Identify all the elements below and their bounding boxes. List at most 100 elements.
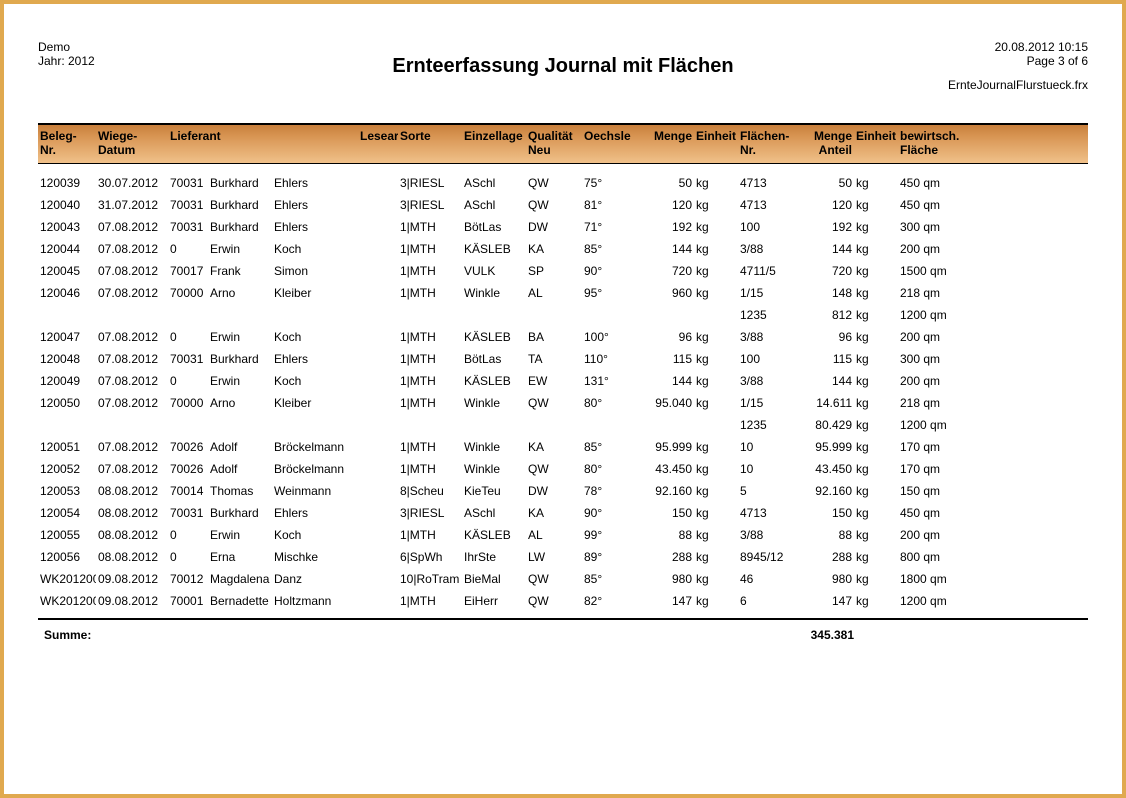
cell-menge: 43.450 (634, 462, 694, 476)
cell-einheit: kg (694, 462, 738, 476)
cell-liefnr: 70031 (168, 220, 208, 234)
cell-flnr: 3/88 (738, 242, 798, 256)
cell-oechsle: 110° (582, 352, 634, 366)
cell-menge: 147 (634, 594, 694, 608)
cell-mengeAnteil: 720 (798, 264, 854, 278)
cell-flnr: 4713 (738, 176, 798, 190)
cell-ln: Ehlers (272, 506, 358, 520)
cell-mengeAnteil: 288 (798, 550, 854, 564)
cell-mengeAnteil: 43.450 (798, 462, 854, 476)
cell-qual: EW (526, 374, 582, 388)
cell-datum: 07.08.2012 (96, 396, 168, 410)
cell-flaeche: 200 qm (898, 242, 972, 256)
cell-einzel: EiHerr (462, 594, 526, 608)
cell-einheit: kg (694, 506, 738, 520)
cell-beleg (38, 308, 96, 322)
col-lieferant: Lieferant (168, 129, 358, 157)
cell-qual: QW (526, 594, 582, 608)
cell-einheit2: kg (854, 286, 898, 300)
cell-datum: 09.08.2012 (96, 594, 168, 608)
cell-sorte: 10|RoTram (398, 572, 462, 586)
cell-beleg: 120039 (38, 176, 96, 190)
cell-qual: AL (526, 528, 582, 542)
cell-flaeche: 300 qm (898, 220, 972, 234)
cell-fn: Magdalena (208, 572, 272, 586)
cell-liefnr: 0 (168, 242, 208, 256)
cell-leseart (358, 484, 398, 498)
cell-leseart (358, 550, 398, 564)
cell-einheit2: kg (854, 198, 898, 212)
cell-ln: Ehlers (272, 198, 358, 212)
cell-einheit2: kg (854, 506, 898, 520)
cell-datum: 31.07.2012 (96, 198, 168, 212)
cell-beleg: WK20120002 (38, 594, 96, 608)
cell-einheit: kg (694, 396, 738, 410)
cell-einheit2: kg (854, 330, 898, 344)
cell-menge: 88 (634, 528, 694, 542)
cell-oechsle: 99° (582, 528, 634, 542)
cell-datum: 07.08.2012 (96, 220, 168, 234)
cell-sorte: 1|MTH (398, 594, 462, 608)
cell-ln: Simon (272, 264, 358, 278)
cell-liefnr: 70000 (168, 286, 208, 300)
cell-sorte: 1|MTH (398, 286, 462, 300)
cell-flaeche: 450 qm (898, 176, 972, 190)
cell-flnr: 1235 (738, 418, 798, 432)
cell-flnr: 4713 (738, 198, 798, 212)
cell-einzel: ASchl (462, 506, 526, 520)
cell-einzel: Winkle (462, 396, 526, 410)
cell-leseart (358, 418, 398, 432)
cell-flaeche: 1200 qm (898, 308, 972, 322)
cell-datum: 07.08.2012 (96, 264, 168, 278)
cell-fn: Adolf (208, 440, 272, 454)
cell-fn: Burkhard (208, 352, 272, 366)
cell-ln: Kleiber (272, 396, 358, 410)
cell-einheit2: kg (854, 308, 898, 322)
cell-leseart (358, 308, 398, 322)
table-row: 12004807.08.201270031BurkhardEhlers1|MTH… (38, 348, 1088, 370)
table-row: 12003930.07.201270031BurkhardEhlers3|RIE… (38, 172, 1088, 194)
cell-liefnr: 70031 (168, 198, 208, 212)
cell-oechsle: 95° (582, 286, 634, 300)
cell-beleg: 120043 (38, 220, 96, 234)
cell-menge: 95.999 (634, 440, 694, 454)
cell-einzel: Winkle (462, 440, 526, 454)
cell-einheit: kg (694, 528, 738, 542)
cell-einheit2: kg (854, 264, 898, 278)
cell-einheit2: kg (854, 484, 898, 498)
cell-flnr: 1/15 (738, 286, 798, 300)
cell-flnr: 3/88 (738, 330, 798, 344)
cell-menge: 192 (634, 220, 694, 234)
cell-ln: Koch (272, 528, 358, 542)
cell-menge (634, 418, 694, 432)
cell-oechsle: 75° (582, 176, 634, 190)
col-einheit2: Einheit (854, 129, 898, 157)
cell-beleg: 120052 (38, 462, 96, 476)
cell-einheit2: kg (854, 594, 898, 608)
cell-datum: 07.08.2012 (96, 330, 168, 344)
cell-liefnr: 70026 (168, 462, 208, 476)
cell-liefnr: 70031 (168, 352, 208, 366)
cell-flaeche: 1500 qm (898, 264, 972, 278)
table-row: 12004407.08.20120ErwinKoch1|MTHKÄSLEBKA8… (38, 238, 1088, 260)
cell-einheit (694, 308, 738, 322)
cell-ln: Koch (272, 374, 358, 388)
cell-menge: 50 (634, 176, 694, 190)
cell-leseart (358, 440, 398, 454)
cell-sorte: 1|MTH (398, 220, 462, 234)
cell-liefnr (168, 418, 208, 432)
cell-fn: Burkhard (208, 198, 272, 212)
cell-datum: 08.08.2012 (96, 506, 168, 520)
cell-beleg (38, 418, 96, 432)
cell-datum: 08.08.2012 (96, 484, 168, 498)
cell-ln: Bröckelmann (272, 462, 358, 476)
table-row: 12004907.08.20120ErwinKoch1|MTHKÄSLEBEW1… (38, 370, 1088, 392)
cell-ln: Holtzmann (272, 594, 358, 608)
cell-fn: Erwin (208, 374, 272, 388)
cell-leseart (358, 572, 398, 586)
header-demo: Demo (38, 40, 258, 54)
cell-beleg: 120050 (38, 396, 96, 410)
cell-einheit: kg (694, 374, 738, 388)
cell-fn: Burkhard (208, 220, 272, 234)
cell-beleg: WK20120001 (38, 572, 96, 586)
